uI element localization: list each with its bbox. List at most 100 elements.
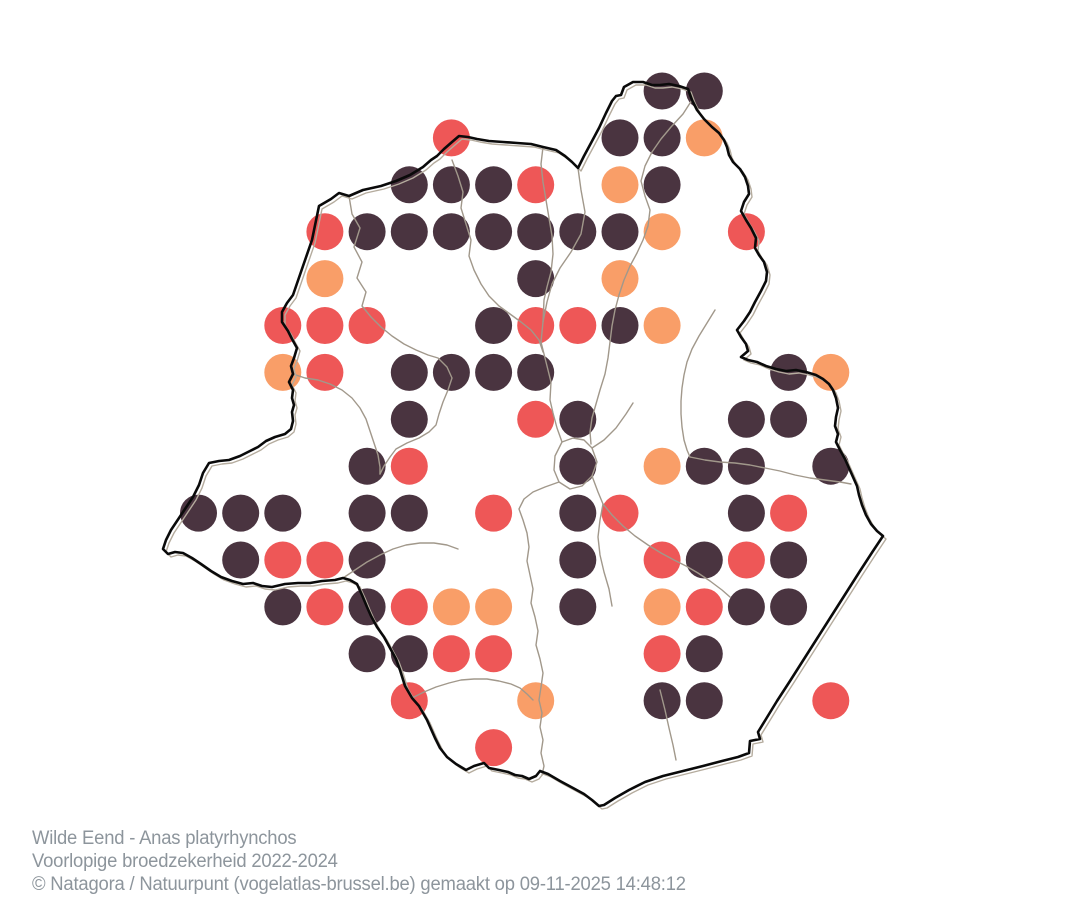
observation-dot [180,494,217,532]
observation-dot [390,635,428,673]
observation-dot [432,166,470,204]
municipal-border-line [589,99,693,445]
observation-dot [643,541,681,579]
municipal-border-line [659,689,677,761]
observation-dot [727,494,765,532]
observation-dot [559,400,597,438]
observation-dot [306,541,344,579]
observation-dot [559,588,597,626]
region-boundary-line [161,80,885,808]
municipal-border-line [689,456,852,485]
region-boundary [161,80,887,810]
observation-dot [770,494,808,532]
observation-dot [306,260,344,298]
observation-dot [432,213,470,251]
observation-dot [727,541,765,579]
observation-dot [475,353,513,391]
observation-dot [685,588,723,626]
municipal-border-line [451,159,544,353]
observation-dot [264,353,302,391]
observation-dot [517,166,555,204]
observation-dot [812,682,850,720]
observation-dot [390,400,428,438]
municipal-border-line [342,542,459,579]
municipal-border-line [292,373,381,475]
observation-dot [348,447,386,485]
observation-dot [264,494,302,532]
observation-dot [559,447,597,485]
observation-dot [643,307,681,344]
municipal-border-line [591,402,634,449]
observation-dot [432,353,470,391]
observation-dot [601,119,639,157]
observation-dot [390,213,428,251]
observation-dot [643,213,681,251]
observation-dot [475,213,513,251]
observation-dot [601,307,639,344]
observation-dot [685,541,723,579]
municipal-border-line [680,309,716,458]
observation-dot [390,353,428,391]
observation-dot [517,682,555,720]
observation-dot [390,494,428,532]
observation-dot [264,588,302,626]
observation-dot [685,447,723,485]
observation-dot [685,682,723,720]
observation-dot [685,119,723,157]
observation-dot [559,541,597,579]
municipal-border-line [553,437,598,490]
observation-dot [559,307,597,344]
observation-dot [348,307,386,344]
municipal-borders [292,99,852,776]
map-caption: Wilde Eend - Anas platyrhynchos Voorlopi… [32,827,686,896]
observation-dot [601,213,639,251]
observation-dot [390,682,428,720]
observation-dot [770,400,808,438]
observation-dot [475,307,513,344]
observation-dot [222,494,260,532]
observation-dot [390,447,428,485]
observation-dot [475,635,513,673]
observation-dot [432,588,470,626]
observation-dot [475,494,513,532]
municipal-border-line [540,146,554,323]
observation-dot [264,541,302,579]
observation-dot [517,400,555,438]
observation-dot [685,635,723,673]
observation-dot [475,729,513,767]
observation-dot [601,494,639,532]
observation-dot [432,119,470,157]
observation-dot [770,541,808,579]
observation-dots-layer [180,72,850,767]
municipal-border-line [602,503,731,598]
observation-dot [475,588,513,626]
municipal-border-line [518,481,560,776]
observation-dot [727,400,765,438]
observation-dot [770,588,808,626]
observation-dot [559,213,597,251]
observation-dot [222,541,260,579]
observation-dot [727,447,765,485]
caption-subtitle: Voorlopige broedzekerheid 2022-2024 [32,851,338,872]
municipal-border-line [348,195,453,475]
observation-dot [685,72,723,110]
municipal-border-line [540,167,586,443]
observation-dot [348,494,386,532]
observation-dot [601,166,639,204]
observation-dot [643,72,681,110]
observation-dot [348,213,386,251]
observation-dot [517,307,555,344]
observation-dot [559,494,597,532]
observation-dot [348,635,386,673]
observation-dot [770,353,808,391]
observation-dot [812,447,850,485]
region-boundary-shadow-line [165,84,887,810]
observation-dot [643,588,681,626]
observation-dot [643,635,681,673]
observation-dot [475,166,513,204]
observation-dot [306,307,344,344]
observation-dot [348,541,386,579]
observation-dot [643,166,681,204]
